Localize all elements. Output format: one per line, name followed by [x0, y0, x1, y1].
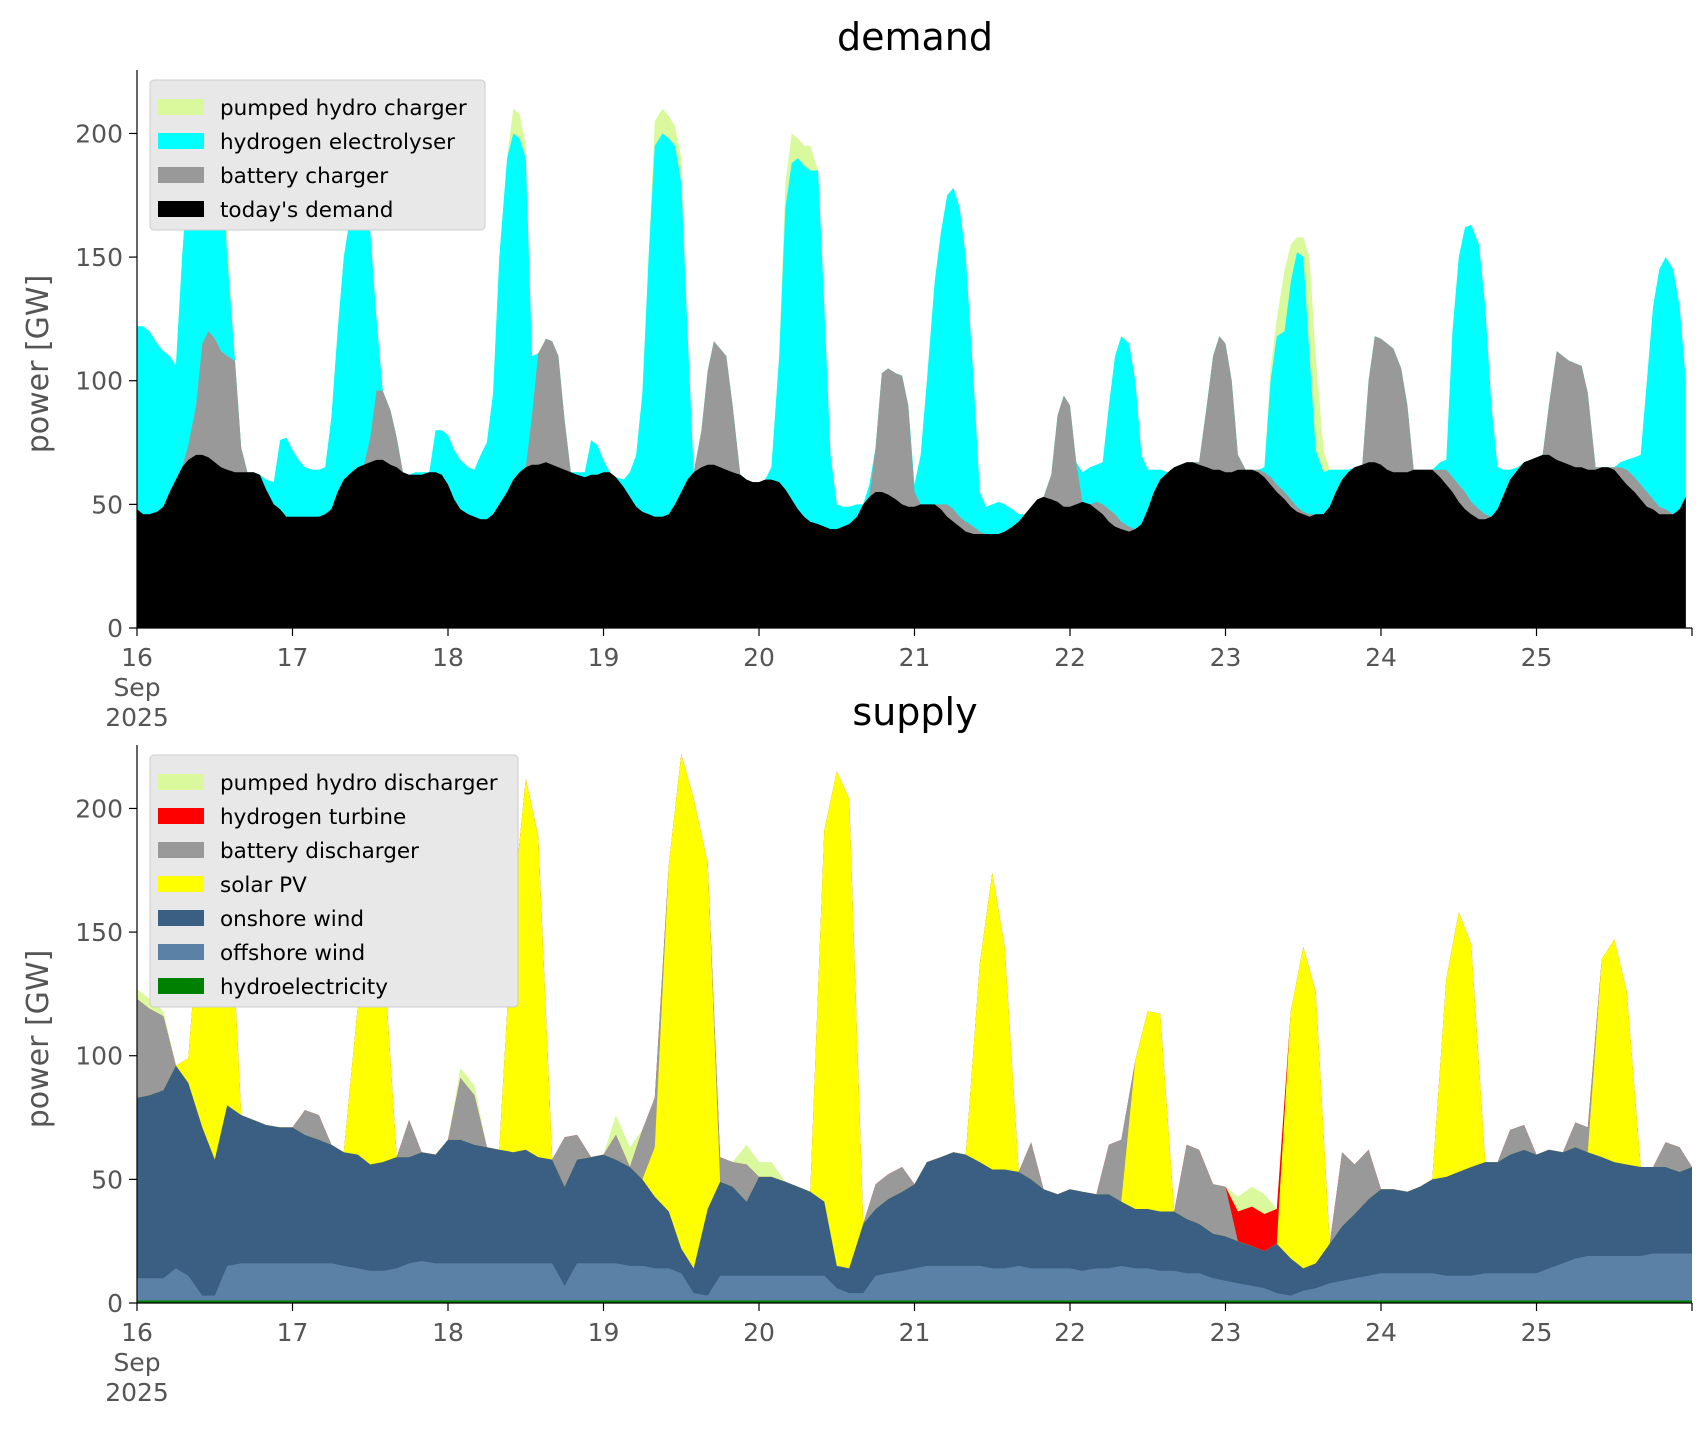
x-tick-label: 25 — [1521, 643, 1553, 672]
x-tick-label: 16 — [121, 1318, 153, 1347]
legend-swatch-battery-discharger — [158, 842, 204, 858]
legend-label-hydrogen-turbine: hydrogen turbine — [220, 805, 406, 830]
supply-legend: pumped hydro discharger hydrogen turbine b… — [149, 754, 519, 1008]
supply-area-series — [137, 754, 1692, 1303]
y-tick-label: 200 — [75, 794, 123, 823]
legend-swatch-pumped-hydro-discharger — [158, 774, 204, 790]
legend-label-offshore-wind: offshore wind — [220, 941, 365, 966]
y-tick-label: 100 — [75, 367, 123, 396]
legend-label-battery-charger: battery charger — [220, 164, 388, 189]
supply-title: supply — [852, 690, 977, 734]
legend-swatch-hydrogen-electrolyser — [158, 133, 204, 149]
area-hydroelectricity — [137, 1300, 1692, 1303]
x-tick-label: 21 — [899, 643, 931, 672]
y-tick-label: 150 — [75, 243, 123, 272]
demand-title: demand — [837, 15, 993, 59]
x-tick-label: 18 — [432, 643, 464, 672]
x-tick-label: 19 — [588, 643, 620, 672]
legend-swatch-hydroelectricity — [158, 978, 204, 994]
x-tick-label: 17 — [277, 643, 309, 672]
x-tick-sublabel: 2025 — [105, 703, 169, 732]
x-tick-label: 21 — [899, 1318, 931, 1347]
legend-swatch-offshore-wind — [158, 944, 204, 960]
x-tick-label: 22 — [1054, 1318, 1086, 1347]
x-tick-label: 17 — [277, 1318, 309, 1347]
x-tick-label: 24 — [1365, 643, 1397, 672]
x-tick-label: 20 — [743, 1318, 775, 1347]
demand-area-series — [137, 96, 1686, 628]
y-tick-label: 0 — [107, 614, 123, 643]
legend-label-hydrogen-electrolyser: hydrogen electrolyser — [220, 130, 455, 155]
demand-panel: demand power [GW] 05010015020016Sep20251… — [21, 15, 1693, 732]
legend-swatch-today-s-demand — [158, 201, 204, 217]
legend-label-today-s-demand: today's demand — [220, 198, 393, 223]
legend-swatch-onshore-wind — [158, 910, 204, 926]
legend-swatch-battery-charger — [158, 167, 204, 183]
demand-ylabel: power [GW] — [21, 275, 56, 454]
legend-label-solar-pv: solar PV — [220, 873, 307, 898]
area-offshore-wind — [137, 1253, 1692, 1303]
supply-panel: supply power [GW] 05010015020016Sep20251… — [21, 690, 1693, 1407]
area-onshore-wind — [137, 1065, 1692, 1303]
y-tick-label: 50 — [91, 490, 123, 519]
supply-ylabel: power [GW] — [21, 950, 56, 1129]
legend-swatch-hydrogen-turbine — [158, 808, 204, 824]
x-tick-label: 20 — [743, 643, 775, 672]
legend-swatch-pumped-hydro-charger — [158, 99, 204, 115]
y-tick-label: 50 — [91, 1165, 123, 1194]
x-tick-label: 25 — [1521, 1318, 1553, 1347]
x-tick-sublabel: Sep — [113, 673, 160, 702]
x-tick-label: 18 — [432, 1318, 464, 1347]
x-tick-label: 23 — [1210, 643, 1242, 672]
y-tick-label: 200 — [75, 119, 123, 148]
x-tick-label: 22 — [1054, 643, 1086, 672]
y-tick-label: 0 — [107, 1289, 123, 1318]
x-tick-label: 16 — [121, 643, 153, 672]
x-tick-label: 24 — [1365, 1318, 1397, 1347]
legend-label-onshore-wind: onshore wind — [220, 907, 364, 932]
legend-swatch-solar-pv — [158, 876, 204, 892]
legend-label-pumped-hydro-charger: pumped hydro charger — [220, 96, 467, 121]
legend-box — [149, 754, 519, 1008]
area-today-s-demand — [137, 454, 1686, 628]
legend-label-hydroelectricity: hydroelectricity — [220, 975, 388, 1000]
demand-legend: pumped hydro charger hydrogen electrolyse… — [149, 79, 486, 231]
legend-label-battery-discharger: battery discharger — [220, 839, 419, 864]
x-tick-sublabel: Sep — [113, 1348, 160, 1377]
x-tick-label: 23 — [1210, 1318, 1242, 1347]
x-tick-sublabel: 2025 — [105, 1378, 169, 1407]
legend-label-pumped-hydro-discharger: pumped hydro discharger — [220, 771, 498, 796]
y-tick-label: 150 — [75, 918, 123, 947]
legend-box — [149, 79, 486, 231]
x-tick-label: 19 — [588, 1318, 620, 1347]
y-tick-label: 100 — [75, 1042, 123, 1071]
